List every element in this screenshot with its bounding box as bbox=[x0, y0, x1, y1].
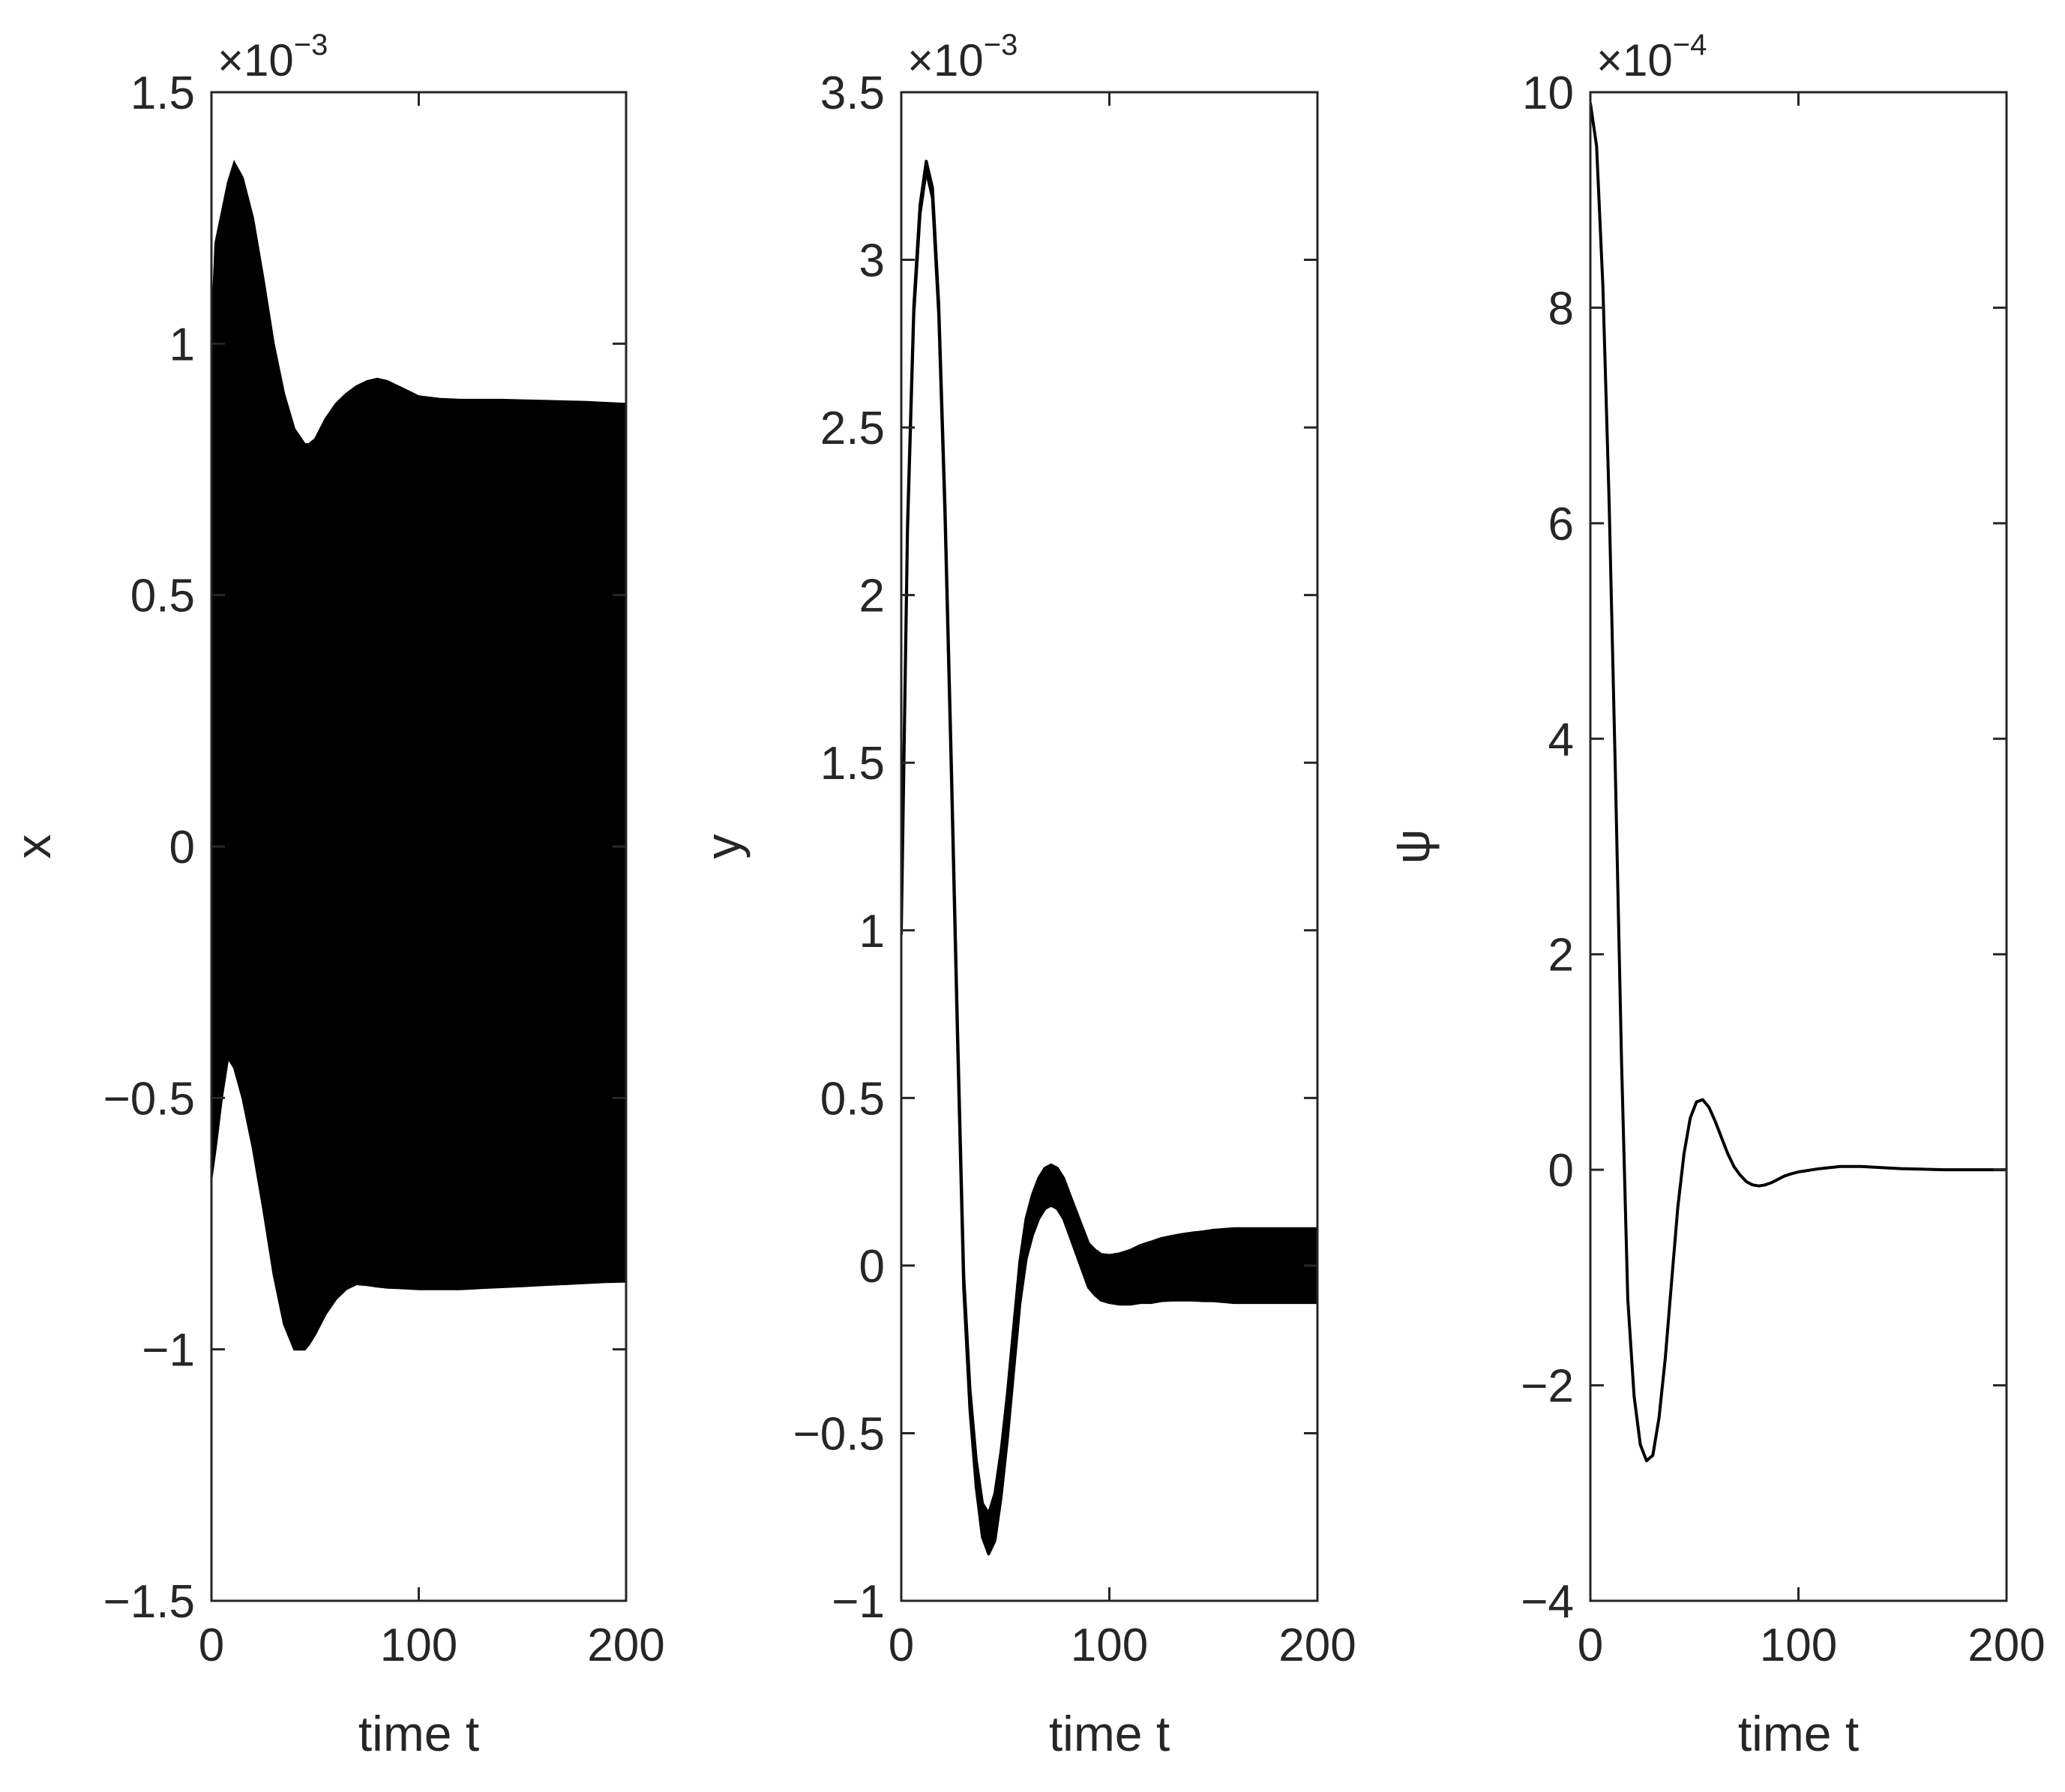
y-tick-label: −2 bbox=[1521, 1361, 1574, 1413]
y-tick-label: 3.5 bbox=[820, 67, 885, 119]
y-axis-label: ψ bbox=[1384, 829, 1440, 864]
x-tick-label: 200 bbox=[587, 1620, 664, 1671]
x-tick-label: 0 bbox=[889, 1620, 914, 1671]
y-tick-label: 3 bbox=[859, 235, 885, 287]
chart-panel-2: 0 100 200 −1 −0.5 0 0.5 1 1.5 2 2.5 3 3.5 time t y ×10−… bbox=[695, 28, 1356, 1761]
y-tick-label: −1.5 bbox=[103, 1576, 195, 1628]
y-tick-label: 2.5 bbox=[820, 403, 885, 454]
y-tick-label: 2 bbox=[859, 571, 885, 622]
y-tick-label: 2 bbox=[1548, 930, 1574, 981]
y-tick-label: −1 bbox=[832, 1576, 885, 1628]
x-axis-label: time t bbox=[1049, 1706, 1170, 1761]
chart-panel-3: 0 100 200 −4 −2 0 2 4 6 8 10 time t ψ ×10−4 bbox=[1384, 28, 2046, 1761]
y-tick-label: 1 bbox=[169, 319, 195, 370]
x-axis-label: time t bbox=[358, 1706, 479, 1761]
y-tick-label: −0.5 bbox=[793, 1408, 885, 1460]
x-tick-label: 100 bbox=[380, 1620, 457, 1671]
y-tick-label: 0 bbox=[169, 822, 195, 874]
y-tick-label: 0 bbox=[859, 1241, 885, 1293]
y-tick-label: 0 bbox=[1548, 1145, 1574, 1197]
y-axis-label: x bbox=[5, 835, 61, 859]
series-band bbox=[901, 160, 1317, 1556]
y-tick-label: 1 bbox=[859, 906, 885, 957]
y-tick-label: 6 bbox=[1548, 499, 1574, 550]
y-tick-label: −1 bbox=[142, 1325, 195, 1377]
axes-box bbox=[1589, 91, 2008, 1602]
y-scale-factor: ×10−3 bbox=[217, 28, 328, 85]
series-band bbox=[211, 160, 626, 1351]
y-scale-factor: ×10−3 bbox=[907, 28, 1018, 85]
y-tick-label: −0.5 bbox=[103, 1073, 195, 1125]
x-tick-label: 200 bbox=[1278, 1620, 1356, 1671]
chart-panel-1: 0 100 200 −1.5 −1 −0.5 0 0.5 1 1.5 time t x ×10−3 bbox=[5, 28, 665, 1761]
y-tick-label: 4 bbox=[1548, 714, 1574, 766]
y-tick-label: −4 bbox=[1521, 1576, 1574, 1628]
y-tick-label: 1.5 bbox=[820, 738, 885, 790]
y-tick-label: 10 bbox=[1522, 67, 1574, 119]
y-tick-label: 0.5 bbox=[820, 1073, 885, 1125]
y-scale-factor: ×10−4 bbox=[1596, 28, 1707, 85]
x-tick-label: 0 bbox=[1578, 1620, 1603, 1671]
x-tick-label: 200 bbox=[1968, 1620, 2045, 1671]
x-tick-label: 100 bbox=[1071, 1620, 1148, 1671]
series-line bbox=[1590, 103, 2007, 1463]
x-tick-label: 0 bbox=[199, 1620, 224, 1671]
y-tick-label: 8 bbox=[1548, 283, 1574, 334]
y-tick-label: 1.5 bbox=[130, 67, 195, 119]
x-axis-label: time t bbox=[1738, 1706, 1859, 1761]
y-tick-label: 0.5 bbox=[130, 571, 195, 622]
x-tick-label: 100 bbox=[1760, 1620, 1837, 1671]
y-axis-label: y bbox=[695, 835, 751, 859]
axes-box bbox=[900, 91, 1319, 1602]
